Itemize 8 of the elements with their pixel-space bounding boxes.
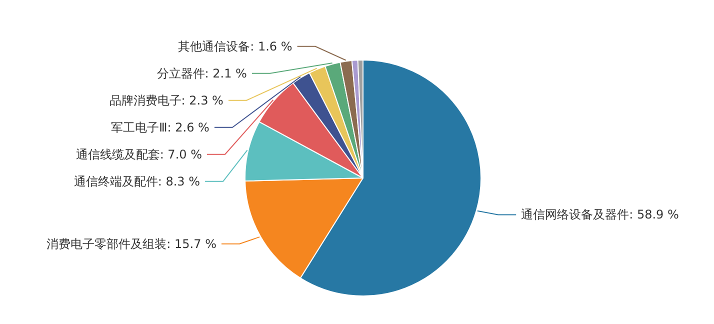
slice-label: 军工电子Ⅲ: 2.6 % (111, 120, 210, 134)
slice-label: 通信线缆及配套: 7.0 % (76, 147, 202, 162)
slice-label: 消费电子零部件及组装: 15.7 % (46, 236, 216, 251)
slice-label: 分立器件: 2.1 % (156, 66, 247, 80)
slice-label: 通信终端及配件: 8.3 % (74, 174, 200, 188)
slice-label: 品牌消费电子: 2.3 % (109, 93, 224, 108)
slice-label: 其他通信设备: 1.6 % (178, 39, 292, 54)
slice-label: 通信网络设备及器件: 58.9 % (521, 208, 679, 222)
